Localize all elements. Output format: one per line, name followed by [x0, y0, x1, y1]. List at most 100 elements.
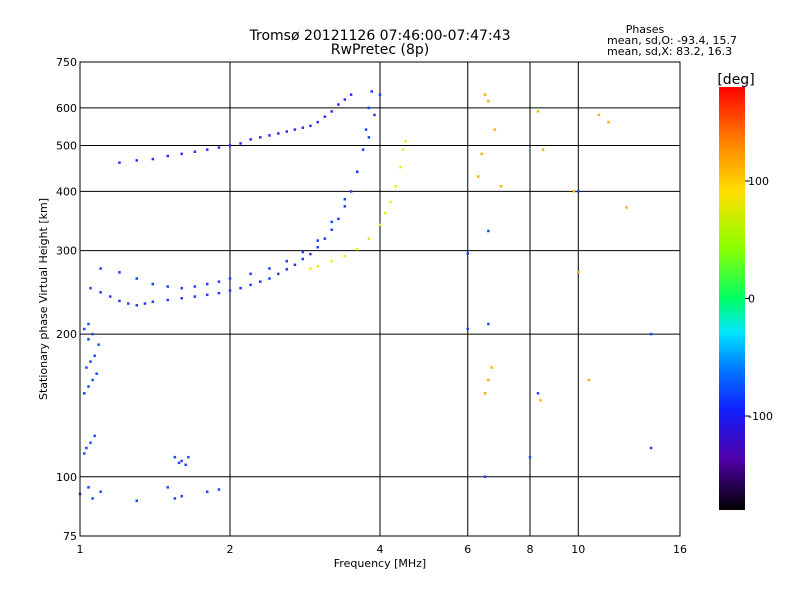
data-point [316, 239, 319, 242]
data-point [587, 378, 591, 382]
data-point [87, 322, 90, 326]
data-point [378, 223, 382, 227]
data-point [180, 494, 183, 498]
y-tick-label: 75 [63, 530, 77, 543]
plot-grid [80, 62, 680, 536]
data-point [355, 170, 359, 174]
data-point [205, 293, 209, 297]
data-point [649, 332, 653, 336]
data-point [361, 148, 365, 151]
data-point [541, 148, 545, 151]
data-point [135, 304, 139, 307]
data-point [384, 211, 387, 215]
data-point [370, 90, 373, 93]
data-point [316, 245, 319, 249]
y-tick-label: 500 [56, 139, 77, 152]
data-point [205, 148, 209, 151]
x-tick-label: 10 [571, 543, 585, 556]
data-point [528, 455, 532, 459]
data-point [87, 385, 90, 388]
data-point [330, 259, 333, 263]
data-point [166, 298, 169, 302]
data-point [285, 130, 289, 133]
data-point [166, 486, 169, 489]
data-point [259, 280, 262, 283]
data-point [401, 148, 405, 151]
data-point [95, 372, 98, 375]
y-tick-label: 400 [56, 185, 77, 198]
y-axis-label: Stationary phase Virtual Height [km] [37, 198, 50, 400]
data-point [323, 115, 327, 118]
data-point [477, 175, 480, 178]
data-point [91, 497, 94, 500]
data-point [367, 136, 371, 139]
data-point [536, 110, 540, 113]
x-tick-label: 4 [377, 543, 384, 556]
colorbar-tick-label: 0 [748, 293, 755, 306]
data-point [378, 93, 382, 96]
data-point [151, 300, 155, 304]
data-point [83, 392, 86, 395]
data-point [343, 254, 347, 258]
colorbar-label: [deg] [717, 72, 754, 88]
data-point [499, 185, 503, 188]
data-point [487, 322, 490, 326]
data-point [177, 461, 181, 465]
data-point [193, 285, 197, 288]
data-point [268, 134, 271, 137]
data-point [466, 327, 469, 331]
data-point [483, 93, 487, 96]
x-tick-label: 8 [527, 543, 534, 556]
data-point [539, 399, 542, 402]
data-point [490, 366, 493, 369]
x-tick-label: 16 [673, 543, 687, 556]
data-point [166, 154, 169, 158]
data-point [193, 150, 197, 153]
data-point [367, 237, 371, 240]
stats-heading: Phases [626, 23, 665, 36]
data-point [625, 206, 628, 209]
data-point [228, 289, 232, 292]
data-point [87, 486, 90, 489]
data-point [93, 434, 96, 438]
data-point [355, 248, 359, 251]
data-point [93, 354, 96, 358]
y-tick-label: 750 [56, 56, 77, 69]
data-point [249, 138, 252, 141]
data-point [151, 157, 155, 161]
data-point [343, 98, 347, 101]
data-point [364, 128, 368, 131]
data-point [337, 217, 340, 221]
data-point [301, 126, 305, 129]
data-point [143, 302, 147, 305]
x-tick-label: 6 [464, 543, 471, 556]
data-point [389, 200, 392, 204]
data-point [330, 110, 333, 113]
data-point [83, 327, 86, 331]
data-point [228, 277, 232, 280]
data-point [487, 378, 490, 382]
data-point [343, 198, 347, 201]
data-point [217, 291, 221, 295]
data-point [285, 268, 289, 271]
data-point [85, 446, 88, 450]
data-points [78, 90, 653, 503]
x-axis-label: Frequency [MHz] [334, 557, 426, 570]
data-point [293, 128, 297, 131]
data-point [180, 152, 183, 156]
plot-frame [79, 61, 681, 537]
chart-title: Tromsø 20121126 07:46:00-07:47:43 [249, 28, 511, 44]
data-point [483, 392, 487, 395]
colorbar [719, 87, 745, 510]
data-point [89, 286, 92, 290]
stats-line-o: mean, sd,O: -93.4, 15.7 [607, 34, 737, 47]
data-point [309, 124, 312, 128]
data-point [180, 297, 183, 300]
data-point [187, 455, 190, 459]
data-point [239, 142, 242, 145]
data-point [309, 252, 312, 256]
data-point [184, 463, 187, 467]
data-point [301, 250, 305, 254]
y-tick-label: 100 [56, 471, 77, 484]
